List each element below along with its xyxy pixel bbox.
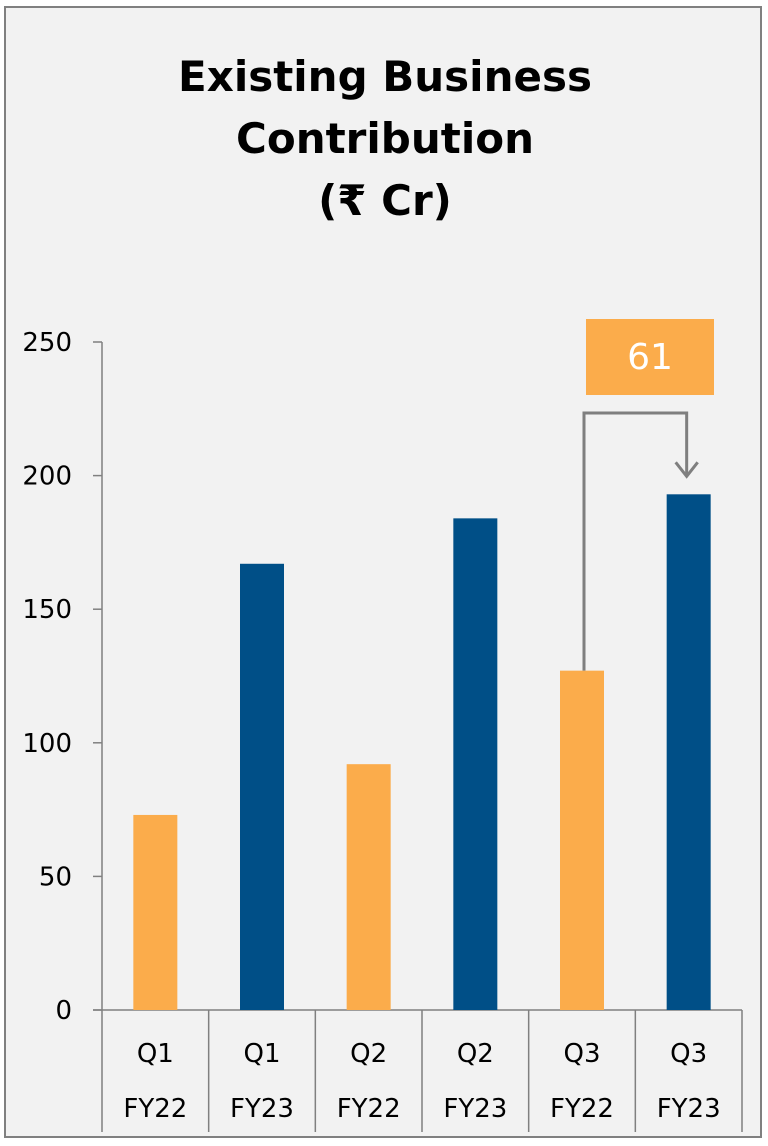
x-label-quarter: Q3 — [563, 1039, 600, 1069]
annotation-label: 61 — [627, 337, 673, 378]
bar-q3-fy22 — [560, 670, 604, 1010]
chart-title: Existing Business Contribution (₹ Cr) — [6, 46, 764, 232]
y-tick-label: 250 — [22, 328, 72, 358]
annotation-box — [586, 319, 714, 395]
x-label-quarter: Q1 — [137, 1039, 174, 1069]
x-label-year: FY22 — [337, 1094, 401, 1124]
bar-q2-fy23 — [453, 518, 498, 1010]
y-tick-label: 100 — [22, 729, 72, 759]
y-tick-label: 0 — [55, 996, 72, 1026]
annotation-arrowhead — [674, 461, 699, 479]
y-tick-label: 200 — [22, 462, 72, 492]
chart-axes: 0 50 100 150 200 250 — [22, 328, 743, 1132]
chart-title-line-1: Existing Business — [178, 52, 592, 101]
bar-q2-fy22 — [346, 764, 391, 1010]
annotation-bracket — [582, 411, 689, 671]
x-label-year: FY23 — [657, 1094, 721, 1124]
x-label-year: FY22 — [123, 1094, 187, 1124]
x-label-quarter: Q2 — [350, 1039, 387, 1069]
growth-annotation: 61 — [582, 319, 714, 671]
chart-category-labels: Q1 FY22 Q1 FY23 Q2 FY22 Q2 FY23 Q3 FY22 Q3 FY23 — [123, 1039, 720, 1124]
bar-q1-fy23 — [240, 563, 284, 1010]
bar-q3-fy23 — [666, 494, 711, 1011]
y-tick-label: 50 — [39, 862, 72, 892]
x-label-year: FY23 — [443, 1094, 507, 1124]
chart-title-line-2: Contribution — [236, 114, 534, 163]
x-label-quarter: Q3 — [670, 1039, 707, 1069]
x-label-quarter: Q1 — [243, 1039, 280, 1069]
x-label-quarter: Q2 — [457, 1039, 494, 1069]
y-tick-label: 150 — [22, 595, 72, 625]
x-label-year: FY23 — [230, 1094, 294, 1124]
chart-title-line-3: (₹ Cr) — [318, 176, 452, 225]
chart-bars — [133, 494, 711, 1011]
bar-q1-fy22 — [133, 814, 178, 1010]
x-label-year: FY22 — [550, 1094, 614, 1124]
